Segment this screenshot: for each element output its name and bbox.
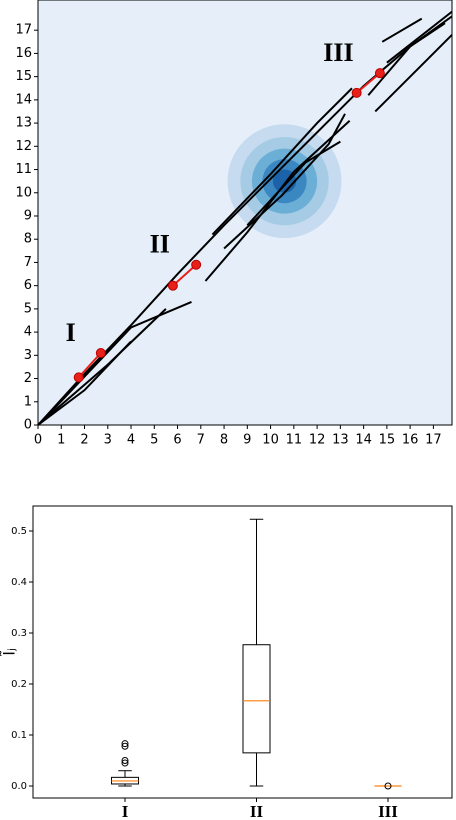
x-tick-label: 15 [379,433,396,448]
x-tick-label: 17 [425,433,442,448]
box [242,644,271,754]
y-tick-label: 4 [24,325,32,340]
red-point [191,259,202,270]
annotation: III [323,38,353,67]
red-link [355,72,381,94]
trajectory [246,140,341,226]
x-tick-label: III [378,802,398,820]
x-tick-label: 9 [243,433,251,448]
red-point [351,87,362,98]
y-tick-label: 5 [24,301,32,316]
y-tick-label: 12 [15,139,32,154]
y-tick-label: 14 [15,92,32,107]
trajectory [37,22,446,426]
x-tick-label: 16 [402,433,419,448]
y-tick-label: 11 [15,162,32,177]
y-tick-label: 0.1 [11,730,27,741]
x-tick-label: 0 [34,433,42,448]
trajectory [37,340,132,426]
trajectory [374,34,453,113]
trajectory [204,120,351,282]
y-tick-label: 0 [24,418,32,433]
x-tick-label: 14 [355,433,372,448]
plot-frame [37,0,453,426]
y-tick-label: 9 [24,208,32,223]
red-link [172,264,197,287]
flier [121,759,129,767]
y-tick-label: 0.0 [11,781,27,792]
x-tick-label: 3 [104,433,112,448]
y-tick-label: 2 [24,371,32,386]
trajectory [367,15,453,96]
flier [121,742,129,750]
annotation: II [150,230,170,259]
y-tick-label: 0.5 [11,526,27,537]
y-tick-label: 0.4 [11,577,27,588]
y-tick-label: 3 [24,348,32,363]
x-tick-label: II [250,802,264,820]
y-tick-label: 8 [24,232,32,247]
y-tick-label: 1 [24,394,32,409]
x-tick-label: 1 [57,433,65,448]
trajectory [386,10,453,64]
x-tick-label: I [122,802,129,820]
trajectory [211,87,353,236]
x-tick-label: 5 [150,433,158,448]
x-tick-label: 13 [332,433,349,448]
y-tick-label: 10 [15,185,32,200]
y-tick-label: 0.3 [11,628,27,639]
y-tick-label: 0.2 [11,679,27,690]
x-tick-label: 2 [80,433,88,448]
red-link [77,352,102,379]
red-point [95,348,106,359]
y-tick-label: 13 [15,116,32,131]
x-tick-label: 12 [309,433,326,448]
y-tick-label: 16 [15,46,32,61]
y-tick-label: 17 [15,23,32,38]
x-tick-label: 8 [220,433,228,448]
red-point [73,372,84,383]
flier [121,740,129,748]
x-tick-label: 4 [127,433,135,448]
flier [384,782,392,790]
trajectory [381,17,423,43]
trajectory [223,113,346,250]
red-point [374,68,385,79]
trajectory [48,300,192,415]
y-tick-label: 7 [24,255,32,270]
x-tick-label: 7 [197,433,205,448]
y-axis-label: Ĩⱼ [0,648,19,657]
x-tick-label: 6 [173,433,181,448]
x-tick-label: 10 [262,433,279,448]
flier [121,757,129,765]
y-tick-label: 6 [24,278,32,293]
y-tick-label: 15 [15,69,32,84]
annotation: I [66,318,76,347]
red-point [167,280,178,291]
x-tick-label: 11 [286,433,303,448]
